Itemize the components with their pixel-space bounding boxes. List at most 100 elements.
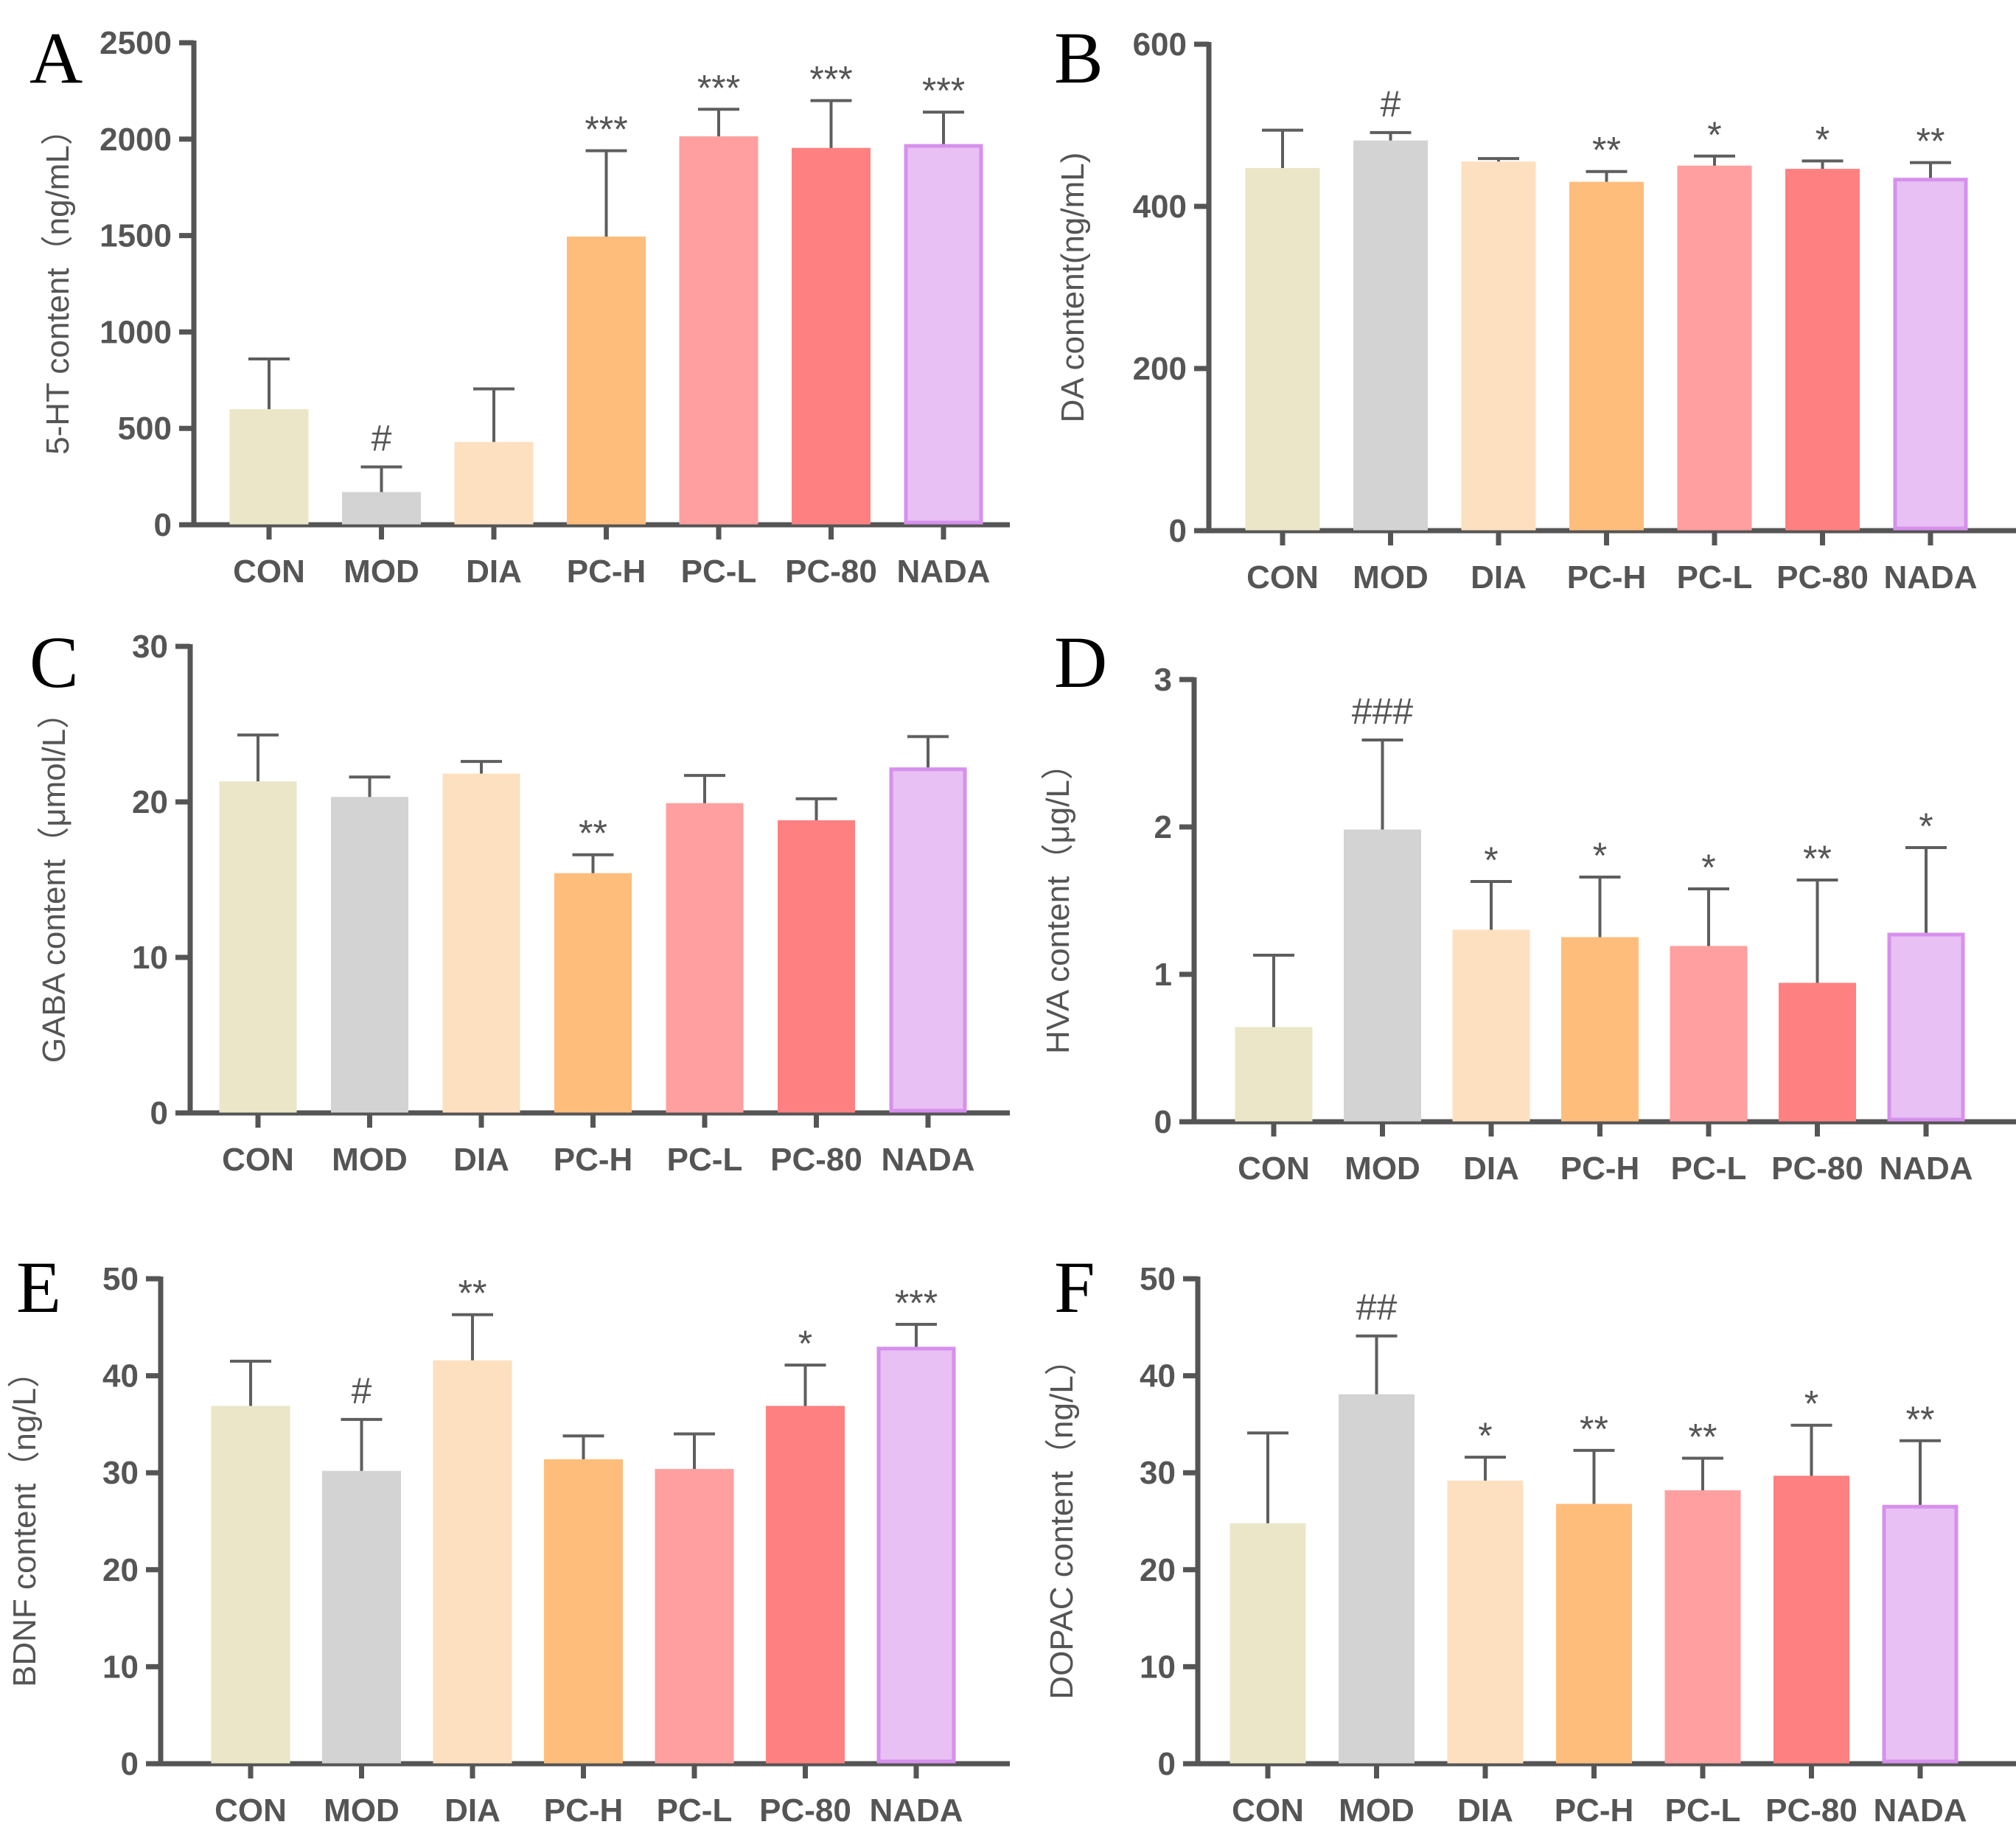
category-label: PC-80 xyxy=(785,554,877,590)
category-label: PC-L xyxy=(1665,1792,1741,1829)
significance-label: # xyxy=(352,1370,372,1411)
category-label: PC-80 xyxy=(759,1792,851,1829)
panel-letter: C xyxy=(29,621,79,703)
significance-label: * xyxy=(1701,847,1715,888)
bar xyxy=(1339,1394,1415,1764)
category-label: PC-80 xyxy=(1765,1792,1858,1829)
y-tick-label: 2000 xyxy=(100,122,172,158)
bar xyxy=(1785,169,1860,531)
y-tick-label: 0 xyxy=(150,1095,168,1131)
bar xyxy=(1569,181,1644,531)
y-tick-label: 0 xyxy=(121,1746,139,1782)
category-label: PC-L xyxy=(681,554,757,590)
y-tick-label: 500 xyxy=(118,411,172,447)
category-label: NADA xyxy=(896,554,990,590)
bar xyxy=(766,1406,845,1764)
significance-label: *** xyxy=(697,67,740,108)
significance-label: ** xyxy=(1916,121,1945,162)
bar xyxy=(1452,929,1530,1122)
category-label: PC-H xyxy=(567,554,646,590)
panel-letter: E xyxy=(16,1246,61,1328)
category-label: PC-H xyxy=(1560,1151,1640,1187)
panel-e: E 0 10 20 30 40 50 BDNF content（ng/L） CON MOD # DIA… xyxy=(7,1246,1010,1829)
category-label: PC-80 xyxy=(1776,559,1869,596)
category-label: PC-L xyxy=(667,1142,743,1178)
category-label: MOD xyxy=(324,1792,400,1829)
y-tick-label: 10 xyxy=(102,1649,139,1685)
bar xyxy=(342,492,421,525)
significance-label: *** xyxy=(585,108,627,150)
significance-label: ### xyxy=(1352,691,1414,732)
bar xyxy=(1561,937,1639,1122)
category-label: MOD xyxy=(332,1142,408,1178)
panel-letter: A xyxy=(29,17,83,99)
y-tick-label: 0 xyxy=(154,507,172,543)
significance-label: * xyxy=(1707,114,1721,156)
bar xyxy=(1461,161,1536,531)
category-label: DIA xyxy=(1471,559,1527,596)
y-tick-label: 0 xyxy=(1154,1104,1172,1140)
y-axis-title: GABA content（μmol/L） xyxy=(36,696,72,1063)
panel-a: A 0 500 1000 1500 2000 2500 5-HT content（ng/mL）… xyxy=(29,17,1010,590)
category-label: DIA xyxy=(453,1142,509,1178)
category-label: CON xyxy=(233,554,305,590)
significance-label: *** xyxy=(809,58,852,99)
significance-label: ** xyxy=(1803,838,1832,879)
significance-label: ** xyxy=(1592,130,1621,171)
bar xyxy=(1664,1490,1741,1764)
category-label: MOD xyxy=(1353,559,1429,596)
category-label: PC-H xyxy=(554,1142,633,1178)
y-axis-title: HVA content（μg/L） xyxy=(1040,747,1076,1054)
bar xyxy=(1353,140,1428,531)
y-tick-label: 600 xyxy=(1133,27,1187,63)
category-label: DIA xyxy=(466,554,522,590)
bar xyxy=(1882,1504,1959,1764)
y-tick-label: 40 xyxy=(1140,1358,1176,1394)
y-tick-label: 3 xyxy=(1154,662,1172,698)
significance-label: * xyxy=(1919,806,1933,847)
category-label: PC-L xyxy=(657,1792,733,1829)
significance-label: * xyxy=(1804,1383,1818,1425)
bar xyxy=(1344,829,1421,1122)
y-tick-label: 50 xyxy=(102,1261,139,1297)
category-label: PC-80 xyxy=(770,1142,862,1178)
significance-label: # xyxy=(1381,83,1401,125)
category-label: MOD xyxy=(1344,1151,1420,1187)
bar xyxy=(1887,932,1965,1122)
bar xyxy=(778,820,855,1113)
category-label: DIA xyxy=(444,1792,500,1829)
significance-label: * xyxy=(1484,839,1498,881)
panel-f: F 0 10 20 30 40 50 DOPAC content（ng/L） CON MOD ## D… xyxy=(1044,1246,2016,1829)
bar xyxy=(1677,165,1752,531)
significance-label: ** xyxy=(458,1273,487,1314)
bar xyxy=(229,409,309,525)
category-label: MOD xyxy=(1339,1792,1415,1829)
category-label: MOD xyxy=(343,554,419,590)
category-label: CON xyxy=(222,1142,294,1178)
bar xyxy=(219,781,297,1113)
category-label: NADA xyxy=(881,1142,974,1178)
y-axis-title: DOPAC content（ng/L） xyxy=(1044,1343,1080,1699)
bar xyxy=(904,144,983,525)
bar xyxy=(792,147,871,525)
bar xyxy=(1245,168,1320,531)
bar xyxy=(1779,982,1856,1122)
significance-label: ## xyxy=(1356,1287,1398,1328)
category-label: NADA xyxy=(1879,1151,1973,1187)
y-tick-label: 1500 xyxy=(100,218,172,254)
significance-label: # xyxy=(372,418,392,459)
bar xyxy=(655,1469,734,1764)
y-tick-label: 400 xyxy=(1133,189,1187,225)
y-tick-label: 10 xyxy=(1140,1649,1176,1685)
bar xyxy=(666,803,744,1113)
significance-label: * xyxy=(1593,835,1607,876)
bar xyxy=(567,237,646,525)
y-tick-label: 30 xyxy=(102,1455,139,1491)
y-tick-label: 200 xyxy=(1133,351,1187,387)
bar xyxy=(554,873,632,1113)
y-tick-label: 10 xyxy=(132,940,168,976)
category-label: PC-H xyxy=(544,1792,624,1829)
y-tick-label: 40 xyxy=(102,1358,139,1394)
y-tick-label: 1000 xyxy=(100,314,172,350)
panel-letter: D xyxy=(1054,621,1107,703)
